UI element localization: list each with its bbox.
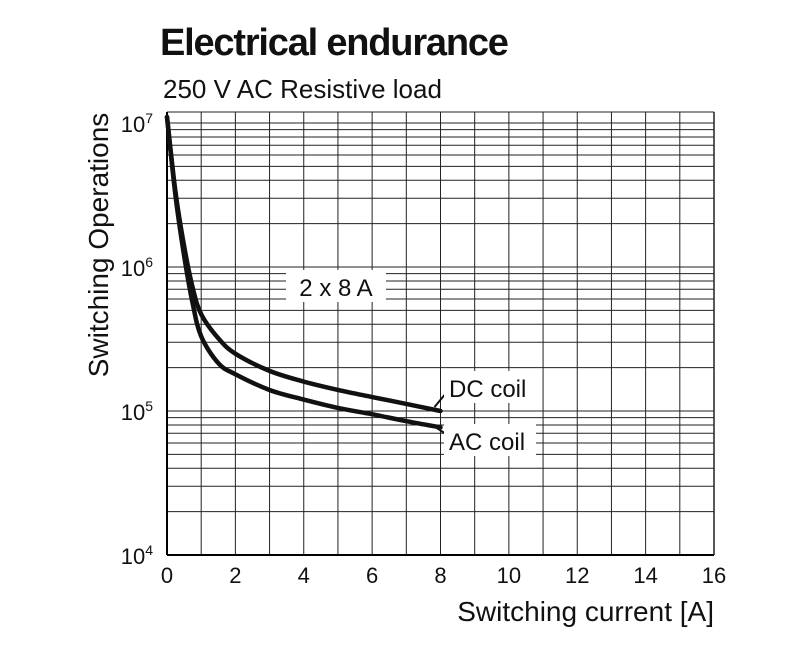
series-line-ac-coil (164, 114, 443, 430)
x-tick-label: 2 (229, 563, 241, 588)
curves (164, 114, 443, 430)
y-tick-label: 107 (121, 110, 153, 137)
ac-coil-label-bg (444, 424, 536, 456)
annotation-bg (286, 270, 386, 302)
x-tick-label: 12 (565, 563, 589, 588)
annotation-2x8a: 2 x 8 A (299, 275, 372, 302)
x-tick-label: 0 (161, 563, 173, 588)
chart-title: Electrical endurance (160, 22, 509, 64)
y-tick-label: 104 (121, 542, 153, 569)
chart-subtitle: 250 V AC Resistive load (163, 74, 442, 104)
ac-coil-leader (431, 424, 447, 435)
x-tick-label: 14 (633, 563, 657, 588)
y-axis-label: Switching Operations (83, 113, 114, 378)
ac-coil-label: AC coil (449, 429, 525, 456)
x-tick-label: 6 (366, 563, 378, 588)
y-tick-label: 105 (121, 398, 153, 425)
labels: 0 2 4 6 8 10 12 14 16 104 105 106 107 Switching curre… (83, 110, 726, 627)
y-tick-label: 106 (121, 254, 153, 281)
x-tick-label: 16 (702, 563, 726, 588)
grid (166, 111, 715, 556)
x-tick-label: 4 (298, 563, 310, 588)
x-axis-label: Switching current [A] (457, 596, 714, 627)
x-tick-label: 10 (497, 563, 521, 588)
dc-coil-label: DC coil (449, 376, 526, 403)
x-tick-label: 8 (434, 563, 446, 588)
dc-coil-label-bg (444, 371, 530, 403)
